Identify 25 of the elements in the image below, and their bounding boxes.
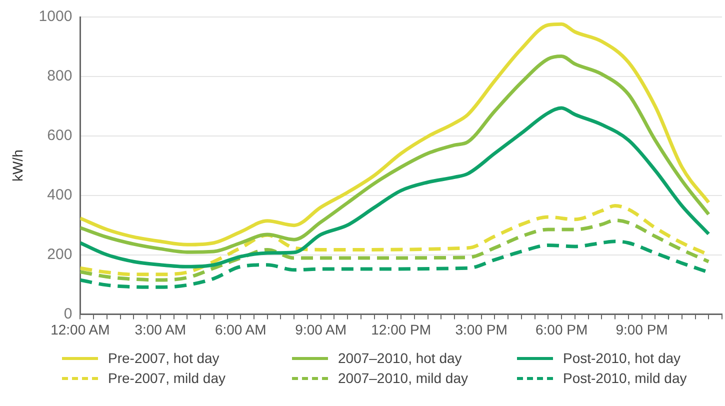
y-tick-label: 0 [64, 305, 72, 322]
legend-label: 2007–2010, mild day [338, 370, 468, 386]
line-series [80, 54, 710, 254]
y-tick-label: 1000 [38, 8, 72, 26]
x-tick-label: 3:00 PM [455, 321, 508, 338]
x-tick-label: 9:00 AM [295, 321, 347, 338]
line-series [80, 218, 710, 282]
x-tick-label: 9:00 PM [616, 321, 668, 338]
line-series [80, 106, 710, 268]
x-tick-label: 12:00 AM [50, 321, 110, 338]
x-tick-label: 12:00 PM [371, 321, 432, 338]
x-tick-label: 6:00 PM [535, 321, 588, 338]
y-tick-label: 400 [47, 186, 72, 204]
line-series [80, 22, 710, 246]
legend-label: Pre-2007, hot day [108, 350, 220, 366]
y-tick-label: 600 [47, 127, 72, 144]
y-axis-title: kW/h [9, 150, 26, 182]
legend-label: 2007–2010, hot day [338, 350, 462, 366]
legend-label: Pre-2007, mild day [108, 370, 226, 386]
x-tick-label: 3:00 AM [134, 321, 186, 338]
y-tick-label: 200 [47, 246, 72, 263]
legend-label: Post-2010, mild day [563, 370, 687, 386]
y-tick-label: 800 [47, 68, 72, 85]
x-tick-label: 6:00 AM [214, 321, 266, 338]
legend-label: Post-2010, hot day [563, 350, 681, 366]
